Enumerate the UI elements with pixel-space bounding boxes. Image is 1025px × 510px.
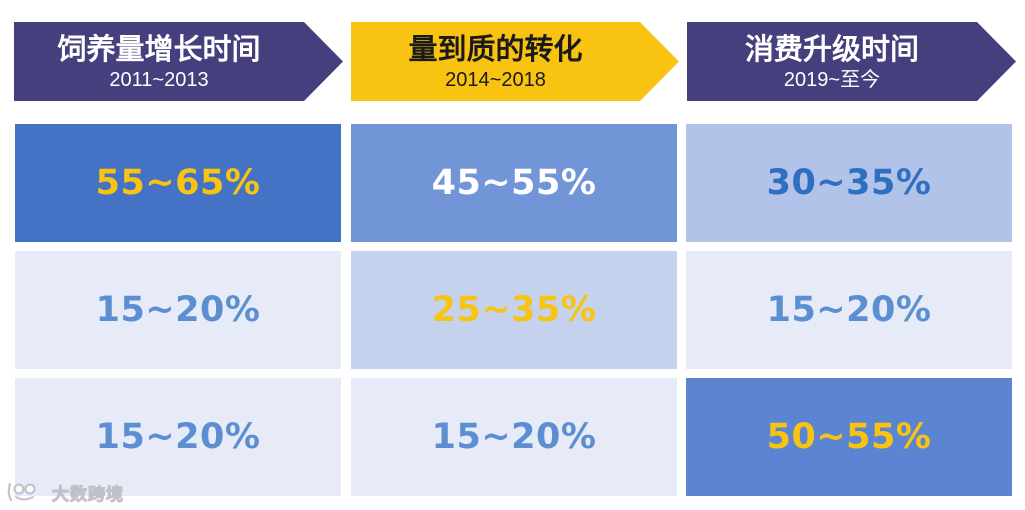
grid-cell: 15~20%	[686, 251, 1012, 369]
grid-cell: 15~20%	[351, 378, 677, 496]
cell-value: 15~20%	[95, 290, 261, 330]
grid-cell: 15~20%	[15, 251, 341, 369]
period-title: 饲养量增长时间	[57, 31, 261, 66]
period-header-2: 量到质的转化 2014~2018	[351, 22, 679, 101]
cell-value: 45~55%	[431, 163, 597, 203]
period-title: 量到质的转化	[408, 31, 583, 66]
logo-icon	[7, 482, 36, 502]
grid-cell: 15~20%	[15, 378, 341, 496]
period-title: 消费升级时间	[744, 31, 919, 66]
cell-value: 30~35%	[766, 163, 932, 203]
period-years: 2014~2018	[445, 68, 546, 91]
cell-value: 15~20%	[431, 417, 597, 457]
cell-value: 50~55%	[766, 417, 932, 457]
period-years: 2011~2013	[109, 68, 209, 91]
grid-cell: 25~35%	[351, 251, 677, 369]
grid-cell: 50~55%	[686, 378, 1012, 496]
period-header-1: 饲养量增长时间 2011~2013	[14, 22, 343, 101]
period-years: 2019~至今	[783, 68, 881, 91]
cell-value: 15~20%	[95, 417, 261, 457]
grid-cell: 55~65%	[15, 124, 341, 242]
cell-value: 15~20%	[766, 290, 932, 330]
watermark: 大数跨境	[6, 478, 124, 506]
period-header-3: 消费升级时间 2019~至今	[687, 22, 1016, 101]
watermark-text: 大数跨境	[52, 484, 124, 505]
cell-value: 55~65%	[95, 163, 261, 203]
grid-cell: 45~55%	[351, 124, 677, 242]
cell-value: 25~35%	[431, 290, 597, 330]
grid-cell: 30~35%	[686, 124, 1012, 242]
